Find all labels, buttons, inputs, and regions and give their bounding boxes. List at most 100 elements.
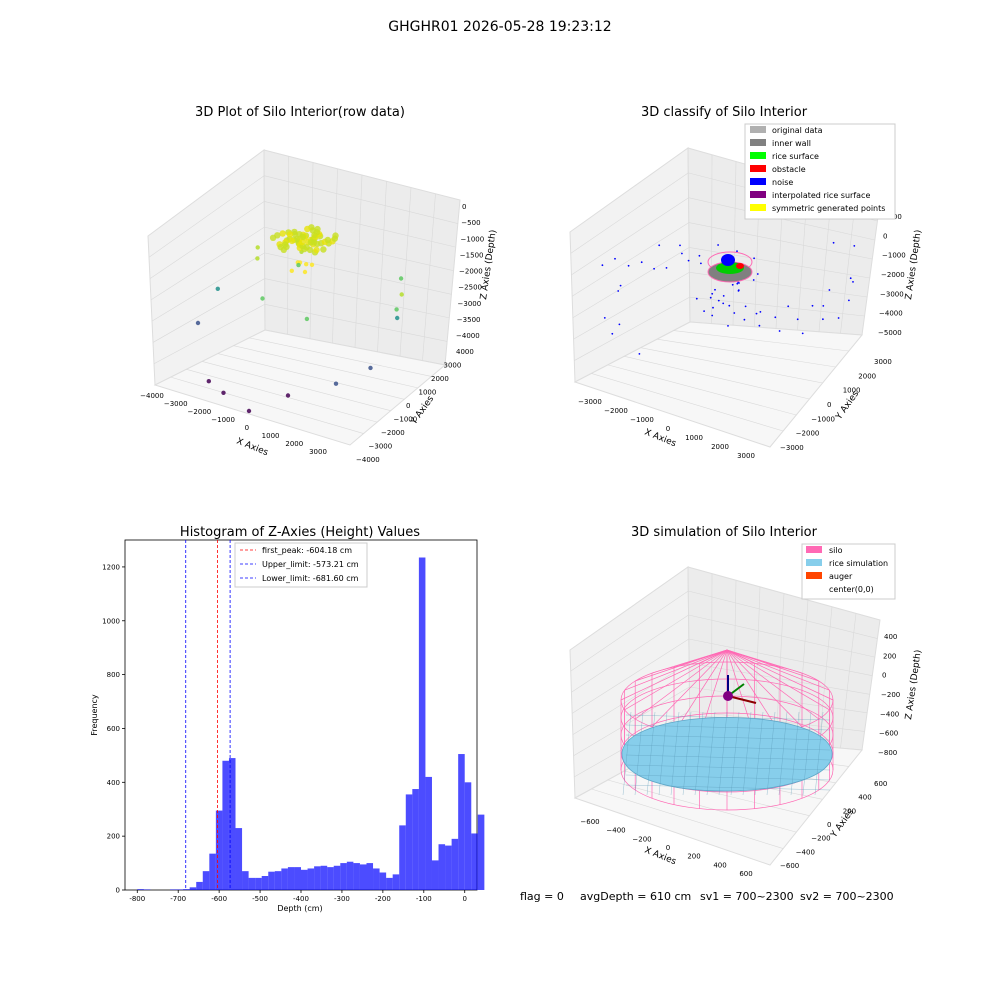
histogram-bar: [373, 868, 380, 890]
noise-point: [796, 318, 799, 321]
noise-point: [832, 241, 835, 244]
raw-data-point: [285, 393, 291, 398]
raw-data-point: [269, 234, 277, 241]
histogram-bar: [379, 872, 387, 890]
figure-title: GHGHR01 2026-05-28 19:23:12: [388, 19, 611, 35]
histogram-bar: [176, 889, 184, 890]
gridline: [202, 361, 391, 412]
classify-y-tick-label: −1000: [811, 415, 835, 423]
panel-raw-title: 3D Plot of Silo Interior(row data): [195, 105, 405, 120]
silo-roof-line: [699, 649, 728, 664]
noise-point: [603, 317, 606, 319]
legend-swatch: [750, 191, 766, 198]
simulation-y-tick-label: 0: [827, 821, 831, 829]
legend-label: interpolated rice surface: [772, 191, 870, 200]
gridline: [377, 181, 387, 352]
silo-roof-line: [624, 649, 728, 691]
histogram-bars: [137, 557, 485, 890]
histogram-bar: [287, 867, 295, 890]
histogram-bar: [294, 867, 301, 890]
raw-data-point: [283, 243, 290, 250]
histogram-bar: [170, 889, 177, 890]
histogram-y-tick-label: 600: [107, 725, 120, 733]
histogram-bar: [418, 557, 426, 890]
gridline: [673, 330, 849, 352]
raw-y-tick-label: 2000: [431, 375, 449, 383]
noise-point: [733, 312, 736, 314]
classify-y-tick-label: 0: [827, 401, 831, 409]
simulation-y-tick-label: −200: [811, 835, 830, 843]
rice-mesh-line: [778, 711, 788, 796]
classify-x-tick-label: 3000: [737, 452, 755, 460]
classify-y-tick-label: 2000: [858, 372, 876, 380]
gridline: [591, 788, 784, 849]
noise-point: [736, 282, 739, 285]
noise-point: [848, 299, 850, 302]
histogram-bar: [399, 825, 406, 890]
classify-legend-entries: original data inner wall rice surface obsta…: [750, 126, 885, 213]
gridline: [570, 590, 689, 672]
classify-x-label: X Axies: [643, 428, 678, 450]
simulation-x-ticks: −600 −400 −200 0 200 400 600: [580, 818, 752, 878]
classify-y-tick-label: 3000: [874, 358, 892, 366]
panel-classify-title: 3D classify of Silo Interior: [641, 105, 808, 120]
raw-y-tick-label: −2000: [381, 429, 405, 437]
histogram-x-tick-label: 0: [462, 895, 466, 903]
raw-data-point: [333, 381, 339, 386]
rice-mesh-line: [682, 711, 692, 796]
histogram-bar: [274, 871, 282, 890]
raw-data-point: [221, 390, 226, 395]
simulation-z-tick-label: −200: [881, 691, 900, 699]
legend-swatch: [806, 572, 822, 579]
classify-x-tick-label: −1000: [630, 416, 654, 424]
rice-mesh-line: [766, 711, 776, 796]
simulation-x-tick-label: −600: [580, 818, 599, 826]
classify-y-tick-label: −3000: [780, 444, 804, 452]
noise-point: [787, 305, 790, 308]
raw-data-point: [289, 268, 294, 273]
classify-cluster-obstacle: [736, 263, 744, 269]
noise-point: [744, 305, 747, 308]
gridline: [148, 175, 265, 258]
histogram-bar: [222, 760, 229, 890]
rice-mesh-line: [814, 711, 824, 796]
noise-point: [617, 290, 620, 292]
histogram-y-tick-label: 800: [107, 671, 120, 679]
histogram-bar: [307, 868, 315, 890]
noise-point: [709, 296, 712, 299]
legend-label: Upper_limit: -573.21 cm: [262, 560, 359, 569]
histogram-x-tick-label: -300: [334, 895, 350, 903]
histogram-bar: [451, 838, 459, 890]
gridline: [233, 345, 418, 389]
noise-point: [852, 281, 854, 283]
raw-y-tick-label: 1000: [419, 389, 437, 397]
legend-swatch: [750, 204, 766, 211]
noise-point: [695, 297, 698, 300]
simulation-x-label: X Axies: [643, 846, 678, 868]
raw-data-point: [304, 225, 311, 233]
histogram-bar: [255, 877, 262, 890]
histogram-bar: [137, 889, 144, 890]
histogram-y-label: Frequency: [90, 694, 99, 736]
raw-data-point: [320, 246, 327, 253]
footer-sv2: sv2 = 700~2300: [800, 890, 894, 903]
noise-point: [687, 259, 690, 262]
raw-x-tick-label: −4000: [140, 392, 164, 400]
raw-data-point: [304, 316, 310, 322]
raw-data-point: [309, 262, 315, 267]
simulation-y-tick-label: 400: [858, 794, 871, 802]
legend-label: obstacle: [772, 165, 806, 174]
rice-mesh-line: [646, 711, 656, 796]
histogram-bar: [477, 814, 485, 890]
silo-roof-line: [726, 649, 781, 734]
rice-mesh-line: [634, 711, 644, 796]
gridline: [332, 168, 338, 344]
gridline: [818, 606, 833, 747]
raw-data-point: [368, 365, 373, 371]
histogram-bar: [438, 844, 446, 890]
histogram-bar: [327, 867, 334, 890]
gridline: [732, 161, 737, 326]
footer-avg-depth: avgDepth = 610 cm: [580, 890, 691, 903]
